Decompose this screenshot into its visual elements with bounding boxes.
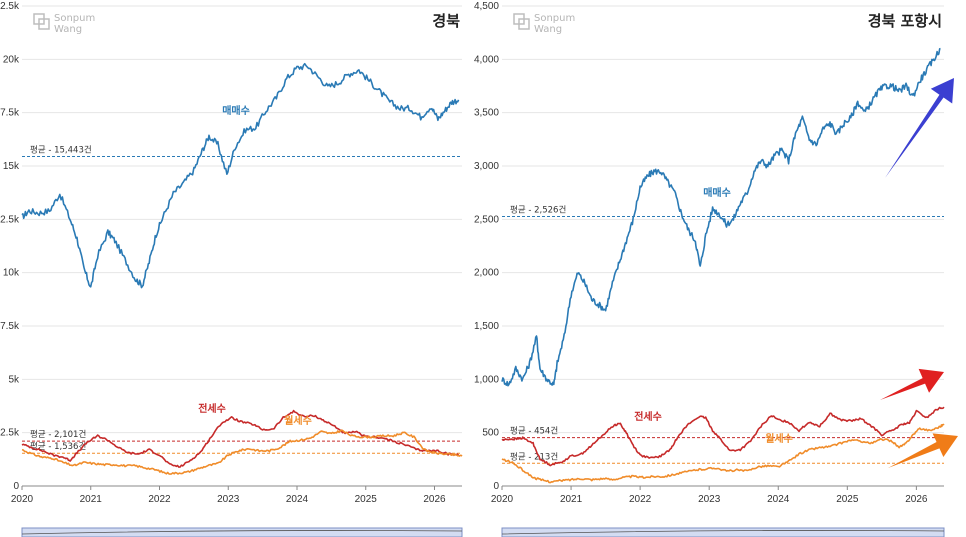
y-tick-label: 2,000 xyxy=(474,268,499,279)
y-tick-label: 3,500 xyxy=(474,108,499,119)
y-tick-label: 4,000 xyxy=(474,54,499,65)
x-tick-label: 2022 xyxy=(629,494,652,505)
average-label: 평균 - 454건 xyxy=(510,426,558,437)
series-label: 매매수 xyxy=(703,186,731,199)
logo-text-line1: Sonpum xyxy=(534,13,575,24)
chart-title: 경북 포항시 xyxy=(868,12,942,30)
x-tick-label: 2021 xyxy=(80,494,103,505)
logo-text-line2: Wang xyxy=(54,24,82,35)
chart-panel-2: 0 500 1,000 1,500 2,000 2,500 3,000 3,500 4,000 4… xyxy=(474,1,945,537)
y-tick-label: 1,500 xyxy=(474,321,499,332)
y-tick-label: 20k xyxy=(3,54,20,65)
x-tick-label: 2021 xyxy=(560,494,583,505)
series-line-3 xyxy=(501,423,945,484)
y-tick-label: 5k xyxy=(8,374,20,385)
x-tick-label: 2024 xyxy=(286,494,309,505)
series-label: 매매수 xyxy=(222,104,250,117)
series-label: 전세수 xyxy=(198,402,226,415)
up-arrow-orange-icon xyxy=(888,433,958,468)
x-tick-label: 2020 xyxy=(11,494,34,505)
average-label: 평균 - 2,101건 xyxy=(30,429,86,440)
y-tick-label: 10k xyxy=(3,268,20,279)
x-tick-label: 2020 xyxy=(491,494,514,505)
range-navigator[interactable] xyxy=(501,527,945,537)
x-tick-label: 2024 xyxy=(767,494,790,505)
logo-cube-icon xyxy=(513,13,530,30)
y-tick-label: 2.5k xyxy=(0,428,20,439)
x-tick-label: 2023 xyxy=(698,494,721,505)
y-tick-label: 12.5k xyxy=(0,214,20,225)
average-label: 평균 - 1,536건 xyxy=(30,441,86,452)
x-tick-label: 2026 xyxy=(905,494,928,505)
chart-title: 경북 xyxy=(432,12,460,30)
y-tick-label: 2,500 xyxy=(474,214,499,225)
series-label: 월세수 xyxy=(284,414,312,427)
logo-text-line2: Wang xyxy=(534,24,562,35)
chart-panel-1: 0 2.5k 5k 7.5k 10k 12.5k 15k 17.5k 20k 22.5k 2020 2… xyxy=(0,1,463,537)
series-line-1 xyxy=(21,62,460,289)
x-tick-label: 2025 xyxy=(836,494,859,505)
up-arrow-red-icon xyxy=(880,368,944,400)
y-tick-label: 3,000 xyxy=(474,161,499,172)
series-label: 월세수 xyxy=(765,432,793,445)
y-tick-label: 1,000 xyxy=(474,374,499,385)
y-tick-label: 17.5k xyxy=(0,108,20,119)
y-tick-label: 15k xyxy=(3,161,20,172)
series-label: 전세수 xyxy=(634,410,662,423)
logo-cube-icon xyxy=(33,13,50,30)
x-tick-label: 2022 xyxy=(148,494,171,505)
series-line-2 xyxy=(21,409,460,468)
y-tick-label: 22.5k xyxy=(0,1,20,12)
average-label: 평균 - 15,443건 xyxy=(30,145,92,156)
logo-text-line1: Sonpum xyxy=(54,13,95,24)
average-label: 평균 - 2,526건 xyxy=(510,205,566,216)
x-tick-label: 2026 xyxy=(423,494,446,505)
y-tick-label: 0 xyxy=(13,481,19,492)
y-tick-label: 500 xyxy=(482,428,499,439)
y-tick-label: 4,500 xyxy=(474,1,499,12)
range-navigator[interactable] xyxy=(21,527,463,537)
series-line-1 xyxy=(501,47,941,387)
y-tick-label: 0 xyxy=(493,481,499,492)
series-line-2 xyxy=(501,406,945,467)
series-line-3 xyxy=(21,429,463,475)
x-tick-label: 2025 xyxy=(355,494,378,505)
x-tick-label: 2023 xyxy=(217,494,240,505)
y-tick-label: 7.5k xyxy=(0,321,20,332)
up-arrow-blue-icon xyxy=(885,78,954,178)
average-label: 평균 - 213건 xyxy=(510,451,558,462)
